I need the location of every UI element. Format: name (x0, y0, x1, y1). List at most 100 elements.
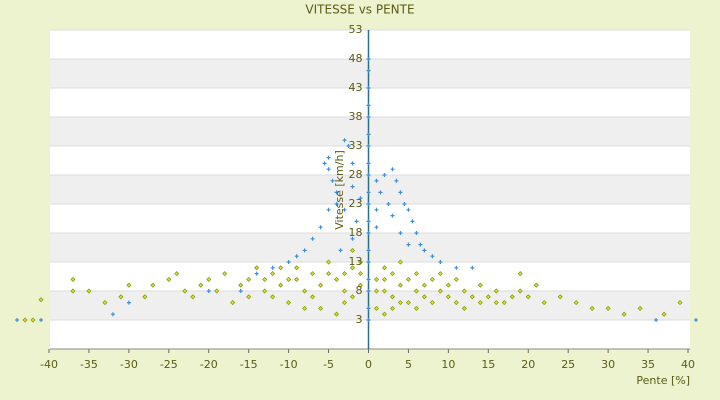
point (366, 219, 371, 224)
point (454, 265, 459, 270)
point (413, 288, 419, 294)
point (222, 271, 228, 277)
point (350, 184, 355, 189)
point (270, 271, 276, 277)
point (373, 276, 380, 282)
point (509, 294, 515, 300)
point (438, 260, 443, 264)
point (118, 294, 124, 300)
point (350, 236, 355, 241)
point (397, 300, 404, 306)
point (357, 271, 364, 277)
chart-title: VITESSE vs PENTE (305, 3, 414, 17)
grid-band (50, 262, 690, 291)
grid-band (50, 88, 690, 117)
point (421, 294, 427, 300)
point (389, 271, 396, 277)
point (214, 288, 220, 294)
grid-band (50, 59, 690, 88)
point (302, 248, 307, 253)
point (366, 173, 371, 177)
point (493, 288, 499, 294)
point (605, 305, 611, 311)
point (485, 294, 491, 300)
plot-area (48, 29, 690, 353)
point (166, 276, 172, 282)
point (262, 276, 268, 282)
grid-band (50, 320, 690, 349)
point (366, 132, 371, 137)
point (286, 276, 292, 282)
point (637, 305, 643, 311)
point (366, 57, 371, 61)
grid-band (50, 233, 690, 262)
point (286, 300, 292, 306)
point (437, 288, 443, 294)
point (334, 190, 339, 195)
point (389, 305, 396, 311)
point (246, 294, 252, 300)
x-tick-label: 15 (481, 358, 495, 371)
point (654, 318, 659, 322)
point (330, 178, 335, 183)
point (318, 305, 324, 311)
point (621, 311, 627, 317)
point (374, 225, 379, 230)
point (342, 207, 347, 212)
point (190, 294, 196, 300)
point (398, 231, 403, 235)
point (394, 178, 399, 183)
point (326, 207, 331, 212)
point (294, 254, 299, 259)
point (142, 294, 148, 300)
point (182, 288, 188, 294)
point (429, 300, 435, 306)
point (374, 178, 379, 183)
point (661, 311, 667, 317)
point (533, 282, 539, 288)
point (357, 259, 364, 265)
point (445, 282, 451, 288)
point (557, 294, 563, 300)
point (405, 276, 412, 282)
x-tick-label: 35 (641, 358, 655, 371)
point (397, 282, 404, 288)
point (381, 288, 388, 294)
point (278, 265, 284, 271)
point (206, 276, 212, 282)
point (381, 265, 388, 271)
point (15, 318, 20, 322)
point (238, 282, 244, 288)
point (366, 231, 371, 235)
point (418, 242, 423, 247)
point (341, 288, 348, 294)
point (366, 248, 371, 253)
point (325, 259, 332, 265)
point (517, 271, 523, 277)
point (126, 282, 132, 288)
point (318, 225, 323, 230)
point (322, 161, 327, 166)
point (238, 289, 243, 293)
point (390, 167, 395, 172)
point (302, 288, 308, 294)
point (525, 294, 531, 300)
point (461, 305, 467, 311)
point (366, 115, 371, 119)
x-tick-label: 40 (681, 358, 695, 371)
point (310, 294, 316, 300)
point (366, 161, 371, 166)
point (366, 144, 371, 148)
grid-band (50, 30, 690, 59)
point (406, 242, 411, 247)
y-tick-label: 43 (349, 81, 363, 94)
point (150, 282, 156, 288)
point (402, 202, 407, 206)
point (278, 282, 284, 288)
point (389, 294, 396, 300)
x-tick-label: -10 (280, 358, 298, 371)
point (39, 318, 44, 322)
point (270, 265, 275, 270)
point (326, 167, 331, 172)
